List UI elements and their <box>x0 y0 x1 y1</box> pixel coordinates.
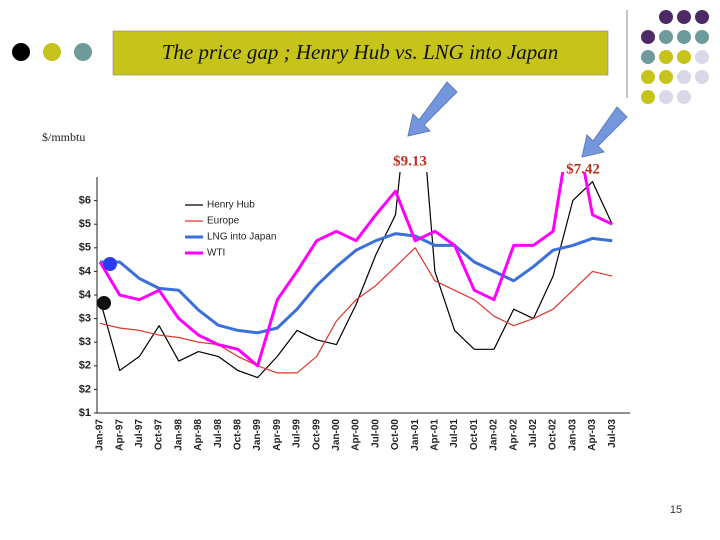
y-tick-label: $4 <box>79 265 92 277</box>
x-tick-label: Apr-98 <box>193 419 204 451</box>
decor-grid <box>641 10 709 104</box>
legend-label: WTI <box>207 248 225 259</box>
x-tick-label: Oct-97 <box>154 419 165 451</box>
decor-marker <box>103 257 117 271</box>
x-tick-label: Oct-01 <box>469 419 480 451</box>
plot <box>98 172 613 379</box>
decor-dot <box>659 50 673 64</box>
series-line <box>100 232 613 335</box>
decor-dot <box>641 70 655 84</box>
arrows <box>407 81 628 158</box>
x-tick-label: Jul-00 <box>370 419 381 448</box>
x-tick-label: Jul-97 <box>134 419 145 448</box>
decor-dot <box>659 70 673 84</box>
x-tick-label: Jul-99 <box>292 419 303 448</box>
decor-dot <box>43 43 61 61</box>
slide-title: The price gap ; Henry Hub vs. LNG into J… <box>162 40 559 64</box>
page-number: 15 <box>670 504 682 516</box>
x-tick-label: Apr-03 <box>587 419 598 451</box>
decor-dot <box>659 10 673 24</box>
decor-dot <box>677 10 691 24</box>
annotation: $9.13 <box>393 153 427 169</box>
y-tick-label: $2 <box>79 360 91 372</box>
decor-dot <box>641 50 655 64</box>
decor-dot <box>12 43 30 61</box>
x-tick-label: Apr-99 <box>272 419 283 451</box>
y-axis-label: $/mmbtu <box>42 130 85 144</box>
arrow <box>581 106 628 158</box>
y-tick-label: $6 <box>79 195 91 207</box>
x-tick-label: Jan-99 <box>252 419 263 451</box>
decor-dot <box>695 50 709 64</box>
series-line <box>99 247 613 374</box>
x-tick-label: Oct-99 <box>311 419 322 451</box>
decor-dot <box>695 70 709 84</box>
y-tick-label: $1 <box>79 407 91 419</box>
series-line <box>99 172 613 379</box>
decor-dot <box>695 30 709 44</box>
decor-dot <box>677 70 691 84</box>
x-tick-label: Jan-98 <box>173 419 184 451</box>
x-tick-label: Apr-97 <box>114 419 125 451</box>
x-tick-label: Jul-03 <box>607 419 618 448</box>
x-tick-label: Oct-98 <box>233 419 244 451</box>
decor-dot <box>659 30 673 44</box>
annotation: $7.42 <box>566 161 600 177</box>
x-tick-label: Jul-98 <box>213 419 224 448</box>
legend-label: Europe <box>207 216 240 227</box>
x-tick-label: Jan-97 <box>95 419 106 451</box>
x-tick-label: Apr-01 <box>430 419 441 451</box>
y-tick-label: $2 <box>79 383 91 395</box>
x-tick-label: Apr-00 <box>351 419 362 451</box>
title-box <box>112 30 609 76</box>
x-tick-label: Oct-00 <box>390 419 401 451</box>
y-tick-label: $3 <box>79 336 91 348</box>
y-tick-label: $4 <box>79 289 92 301</box>
decor-dot <box>74 43 92 61</box>
decor-dot <box>641 30 655 44</box>
x-tick-label: Jul-02 <box>528 419 539 448</box>
x-tick-label: Jan-03 <box>567 419 578 451</box>
x-tick-label: Apr-02 <box>508 419 519 451</box>
decor-dot <box>659 90 673 104</box>
x-tick-label: Jan-00 <box>331 419 342 451</box>
y-tick-label: $5 <box>79 242 91 254</box>
x-tick-label: Jul-01 <box>449 419 460 448</box>
legend-label: LNG into Japan <box>207 232 277 243</box>
y-tick-label: $5 <box>79 218 91 230</box>
x-tick-label: Oct-02 <box>548 419 559 451</box>
decor-marker <box>97 296 111 310</box>
decor-dot <box>677 30 691 44</box>
decor-dot <box>641 90 655 104</box>
decor-dot <box>677 90 691 104</box>
decor-dot <box>677 50 691 64</box>
x-tick-label: Jan-01 <box>410 419 421 451</box>
arrow <box>407 81 458 137</box>
decor-dot <box>695 10 709 24</box>
x-tick-label: Jan-02 <box>489 419 500 451</box>
legend-label: Henry Hub <box>207 200 255 211</box>
series-line <box>98 172 613 368</box>
y-tick-label: $3 <box>79 313 91 325</box>
